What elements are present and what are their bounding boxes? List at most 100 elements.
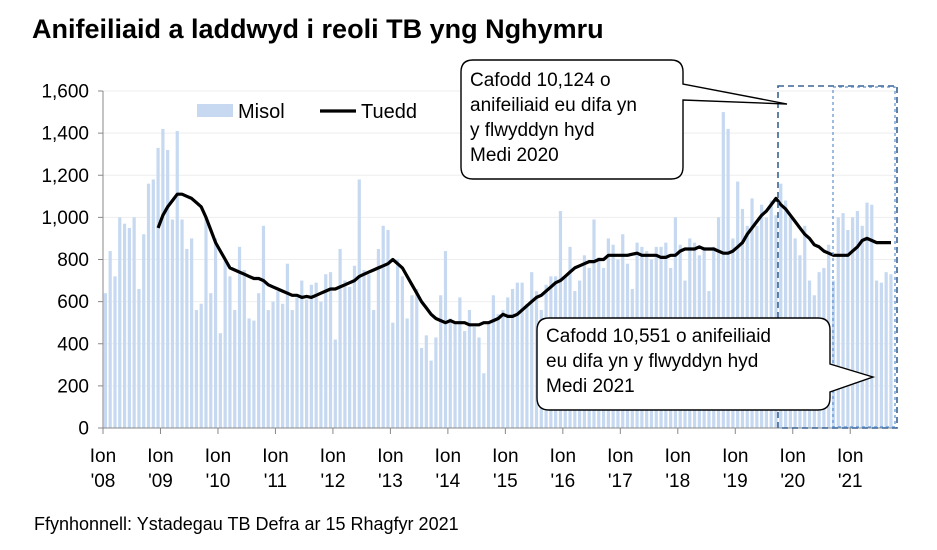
highlight-box-2019-2020 bbox=[777, 85, 898, 429]
bar-misol bbox=[391, 322, 395, 428]
bar-misol bbox=[247, 318, 251, 428]
bar-misol bbox=[750, 198, 754, 428]
x-tick-label: '20 bbox=[780, 471, 805, 492]
legend-label-misol: Misol bbox=[238, 101, 285, 123]
bar-misol bbox=[884, 272, 888, 428]
bar-misol bbox=[515, 282, 519, 428]
bar-misol bbox=[261, 225, 266, 428]
bar-misol bbox=[166, 149, 170, 428]
bar-misol bbox=[156, 147, 160, 428]
bar-misol bbox=[137, 288, 141, 428]
x-tick-label: '19 bbox=[723, 471, 748, 492]
bar-misol bbox=[180, 219, 184, 428]
chart-title: Anifeiliaid a laddwyd i reoli TB yng Ngh… bbox=[32, 14, 604, 44]
bar-misol bbox=[721, 112, 725, 428]
bar-misol bbox=[463, 331, 467, 428]
x-tick-label: Ion bbox=[550, 446, 576, 467]
x-tick-label: Ion bbox=[147, 446, 173, 467]
x-tick-label: '17 bbox=[608, 471, 633, 492]
y-tick-label: 400 bbox=[57, 334, 89, 355]
callout-2021-line: Medi 2021 bbox=[546, 376, 635, 397]
bar-misol bbox=[760, 204, 764, 428]
bar-misol bbox=[865, 202, 869, 428]
bar-misol bbox=[257, 293, 261, 428]
bar-misol bbox=[855, 211, 860, 428]
callout-2021-line: eu difa yn y flwyddyn hyd bbox=[546, 351, 758, 372]
bar-misol bbox=[400, 276, 404, 428]
bar-misol bbox=[338, 248, 342, 428]
bar-misol bbox=[199, 303, 203, 428]
bar-misol bbox=[108, 251, 112, 428]
x-tick-label: Ion bbox=[435, 446, 461, 467]
y-tick-label: 200 bbox=[57, 376, 89, 397]
bar-misol bbox=[242, 270, 246, 428]
x-tick-label: '21 bbox=[838, 471, 863, 492]
bar-misol bbox=[146, 183, 151, 428]
x-tick-label: Ion bbox=[837, 446, 863, 467]
bar-misol bbox=[290, 310, 294, 428]
bar-misol bbox=[213, 238, 218, 428]
bar-misol bbox=[874, 280, 879, 428]
y-axis-ticks: 0 200 400 600 800 1,000 1,200 1,400 1,600 bbox=[41, 82, 103, 440]
bar-misol bbox=[779, 183, 783, 428]
bar-misol bbox=[103, 293, 107, 428]
bar-misol bbox=[501, 310, 505, 428]
callout-2020-line: y flwyddyn hyd bbox=[470, 120, 595, 141]
x-tick-label: '18 bbox=[665, 471, 690, 492]
bar-misol bbox=[860, 225, 864, 428]
bar-misol bbox=[472, 326, 476, 428]
x-tick-label: '14 bbox=[435, 471, 460, 492]
bar-misol bbox=[769, 200, 773, 428]
bar-misol bbox=[487, 322, 491, 428]
x-tick-label: Ion bbox=[262, 446, 288, 467]
bar-misol bbox=[285, 263, 290, 428]
bar-misol bbox=[132, 217, 136, 428]
bar-misol bbox=[530, 272, 534, 428]
bar-misol bbox=[841, 213, 845, 428]
bar-misol bbox=[726, 128, 730, 428]
y-tick-label: 1,600 bbox=[41, 82, 89, 103]
bar-misol bbox=[736, 181, 740, 428]
bar-misol bbox=[122, 223, 127, 428]
bar-misol bbox=[218, 333, 222, 428]
bar-misol bbox=[879, 282, 883, 428]
bar-misol bbox=[228, 276, 232, 428]
bar-misol bbox=[506, 297, 510, 428]
bar-misol bbox=[190, 238, 194, 428]
highlight-box-2020-2021 bbox=[832, 86, 896, 428]
callout-2020-bubble bbox=[460, 59, 788, 180]
x-tick-label: '09 bbox=[148, 471, 173, 492]
bar-misol bbox=[448, 318, 452, 428]
bar-misol bbox=[271, 301, 275, 428]
x-tick-label: Ion bbox=[665, 446, 691, 467]
bar-misol bbox=[443, 251, 448, 428]
bar-misol bbox=[419, 347, 424, 428]
bar-misol bbox=[343, 280, 347, 428]
bar-misol bbox=[233, 310, 237, 428]
bar-misol bbox=[372, 310, 376, 428]
x-tick-label: '11 bbox=[264, 471, 287, 492]
bar-misol bbox=[300, 280, 304, 428]
callout-2020-line: anifeiliaid eu difa yn bbox=[470, 95, 637, 116]
bar-misol bbox=[520, 282, 524, 428]
x-axis-ticks: Ion '08 Ion '09 Ion '10 Ion '11 Ion '12 Ion '13 Ion '… bbox=[90, 428, 863, 492]
bar-misol bbox=[415, 288, 419, 428]
trend-line-tuedd bbox=[156, 192, 891, 327]
bar-misol bbox=[142, 234, 146, 428]
bar-misol bbox=[328, 272, 333, 428]
bar-misol bbox=[362, 270, 366, 428]
bar-misol bbox=[376, 248, 381, 428]
x-tick-label: '15 bbox=[493, 471, 518, 492]
y-tick-label: 800 bbox=[57, 250, 89, 271]
x-tick-label: Ion bbox=[780, 446, 806, 467]
bar-misol bbox=[266, 310, 270, 428]
bar-misol bbox=[194, 310, 199, 428]
bar-misol bbox=[209, 293, 213, 428]
bar-misol bbox=[352, 265, 357, 428]
legend-swatch-misol bbox=[197, 104, 233, 117]
bar-misol bbox=[429, 360, 433, 428]
bar-misol bbox=[525, 303, 529, 428]
bar-misol bbox=[424, 335, 428, 428]
bar-misol bbox=[496, 314, 500, 428]
